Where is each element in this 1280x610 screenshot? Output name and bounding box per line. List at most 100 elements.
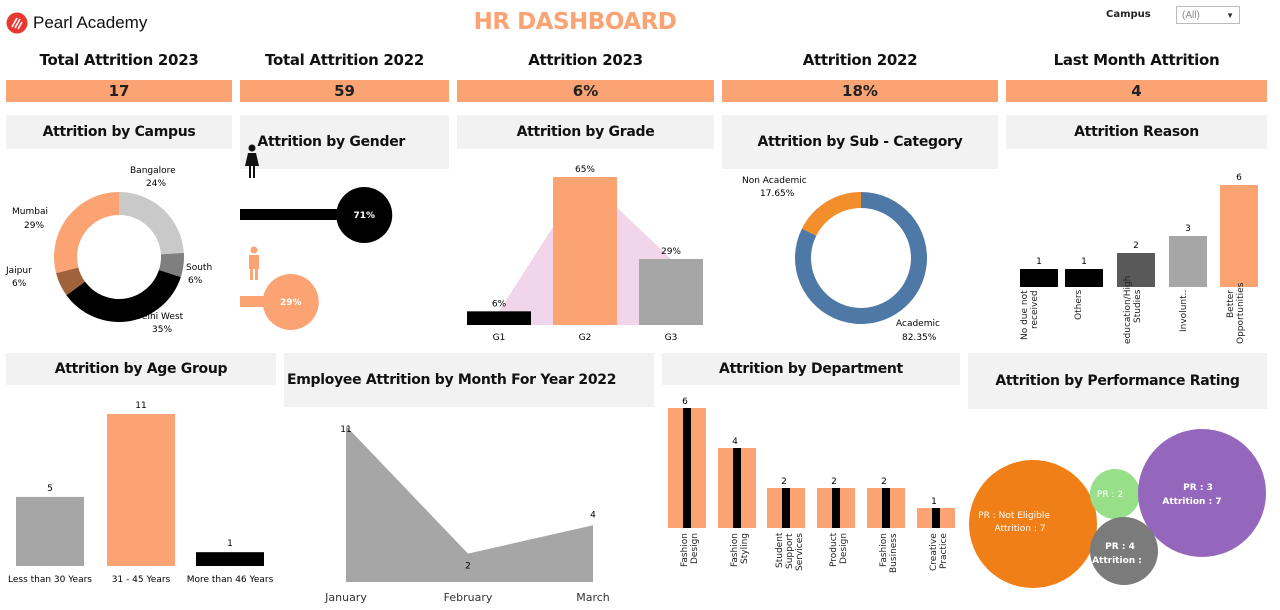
panel-title-reason: Attrition Reason	[1006, 115, 1267, 149]
dept-bar-inner	[882, 488, 890, 528]
campus-arc-delhi	[66, 269, 181, 322]
brand-name: Pearl Academy	[33, 13, 148, 32]
reason-axis-label: No due not received	[1020, 290, 1040, 340]
campus-label-delhi: Delhi West	[135, 312, 184, 322]
campus-arc-south	[158, 252, 184, 278]
dept-value: 2	[881, 477, 887, 487]
dept-axis-label: Fashion Styling	[730, 533, 750, 567]
kpi-label: Attrition 2023	[528, 51, 643, 69]
reason-value: 1	[1081, 257, 1087, 267]
dept-value: 2	[831, 477, 837, 487]
dept-value: 1	[931, 497, 937, 507]
panel-title-month: Employee Attrition by Month For Year 202…	[284, 353, 654, 407]
reason-axis-label: Others	[1074, 290, 1084, 321]
kpi-value: 4	[1006, 80, 1267, 102]
dept-axis-label: Product Design	[829, 533, 849, 568]
month-value: 11	[340, 425, 351, 435]
age-bar	[107, 414, 175, 566]
grade-chart: 6% G1 65% G2 29% G3	[467, 165, 703, 343]
month-value: 4	[590, 510, 596, 520]
grade-bar	[639, 258, 703, 325]
age-chart: 5 Less than 30 Years 11 31 - 45 Years 1 More …	[8, 401, 274, 585]
subcat-donut-chart: Non Academic 17.65% Academic 82.35%	[742, 176, 940, 343]
perf-label-not-eligible: PR : Not Eligible	[978, 511, 1050, 521]
month-axis-label: March	[576, 591, 610, 604]
reason-bar	[1065, 269, 1103, 287]
gender-chart: 71% 29%	[240, 144, 393, 330]
grade-bar	[467, 311, 531, 325]
age-value: 5	[47, 484, 53, 494]
age-bar	[16, 496, 84, 566]
reason-axis-label: education/High Studies	[1123, 275, 1143, 344]
campus-value-bangalore: 24%	[146, 179, 166, 189]
gender-bubble-female	[336, 187, 393, 243]
dept-bar-inner	[733, 448, 741, 528]
page-title: HR DASHBOARD	[473, 9, 677, 35]
age-axis-label: More than 46 Years	[187, 575, 274, 585]
female-icon	[245, 144, 259, 178]
subcat-arc-nonacademic	[801, 192, 861, 236]
dept-value: 4	[732, 437, 738, 447]
reason-bar	[1020, 269, 1058, 287]
chevron-down-icon: ▼	[1226, 10, 1234, 20]
perf-bubble-pr4	[1090, 517, 1158, 585]
grade-axis-label: G1	[493, 333, 506, 343]
perf-bubble-not-eligible	[969, 460, 1097, 588]
campus-filter-label: Campus	[1106, 9, 1151, 20]
reason-axis-label: Involunt..	[1179, 290, 1189, 333]
age-axis-label: 31 - 45 Years	[112, 575, 171, 585]
reason-axis-label: Better Opportunities	[1226, 282, 1246, 344]
dept-bar-inner	[782, 488, 790, 528]
campus-filter-dropdown[interactable]: (All) ▼	[1176, 6, 1240, 24]
reason-bar	[1169, 236, 1207, 287]
panel-title-age: Attrition by Age Group	[6, 353, 276, 385]
dept-axis-label: Creative Practice	[929, 533, 949, 571]
kpi-value: 17	[6, 80, 232, 102]
panel-title-dept: Attrition by Department	[662, 353, 960, 385]
reason-value: 3	[1185, 224, 1191, 234]
month-value: 2	[465, 562, 471, 572]
gender-value-female: 71%	[353, 211, 375, 221]
month-axis-label: February	[444, 591, 493, 604]
subcat-value-academic: 82.35%	[902, 333, 937, 343]
panel-title-perf: Attrition by Performance Rating	[968, 353, 1267, 409]
dept-bar-inner	[932, 508, 940, 528]
reason-value: 6	[1236, 173, 1242, 183]
kpi-value: 18%	[722, 80, 998, 102]
campus-label-south: South	[186, 263, 212, 273]
dept-axis-label: Fashion Business	[879, 533, 899, 573]
pearl-logo-icon	[6, 12, 28, 34]
campus-value-mumbai: 29%	[24, 221, 44, 231]
kpi-value: 6%	[457, 80, 714, 102]
kpi-value: 59	[240, 80, 449, 102]
kpi-label: Total Attrition 2022	[265, 51, 424, 69]
campus-value-delhi: 35%	[152, 325, 172, 335]
dept-bar-inner	[832, 488, 840, 528]
subcat-label-academic: Academic	[896, 319, 940, 329]
age-axis-label: Less than 30 Years	[8, 575, 92, 585]
grade-value: 29%	[661, 247, 681, 257]
month-axis-label: January	[324, 591, 367, 604]
age-value: 1	[227, 539, 233, 549]
perf-bubble-pr3	[1138, 429, 1266, 557]
reason-value: 2	[1133, 241, 1139, 251]
panel-title-gender: Attrition by Gender	[240, 115, 449, 169]
dept-value: 2	[781, 477, 787, 487]
kpi-label: Total Attrition 2023	[39, 51, 199, 69]
perf-bubble-chart: PR : Not Eligible Attrition : 7 PR : 2 P…	[969, 429, 1266, 588]
campus-filter-value: (All)	[1182, 9, 1200, 21]
perf-value-pr4: Attrition :	[1092, 556, 1142, 566]
panel-title-grade: Attrition by Grade	[457, 115, 714, 149]
subcat-label-nonacademic: Non Academic	[742, 176, 807, 186]
brand-logo: Pearl Academy	[6, 12, 147, 34]
gender-bubble-male	[262, 274, 319, 330]
perf-label-pr3: PR : 3	[1183, 483, 1213, 493]
reason-bar	[1220, 185, 1258, 287]
dept-chart: 6 4 2 2 2 1	[668, 397, 955, 528]
month-area	[346, 426, 593, 582]
dept-value: 6	[682, 397, 688, 407]
campus-donut-chart: Bangalore 24% South 6% Delhi West 35% Ja…	[5, 166, 212, 335]
campus-arc-jaipur	[56, 267, 86, 296]
reason-value: 1	[1036, 257, 1042, 267]
campus-label-mumbai: Mumbai	[12, 207, 48, 217]
